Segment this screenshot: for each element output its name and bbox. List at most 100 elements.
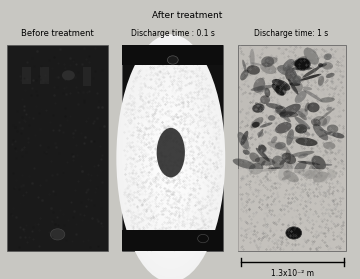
Ellipse shape bbox=[318, 63, 323, 67]
Ellipse shape bbox=[264, 88, 270, 97]
Ellipse shape bbox=[298, 153, 308, 158]
Ellipse shape bbox=[272, 156, 284, 169]
Ellipse shape bbox=[118, 39, 223, 278]
Ellipse shape bbox=[287, 64, 292, 68]
Ellipse shape bbox=[275, 108, 291, 122]
Ellipse shape bbox=[152, 116, 189, 200]
Ellipse shape bbox=[156, 125, 185, 192]
Text: Before treatment: Before treatment bbox=[21, 29, 94, 38]
Ellipse shape bbox=[311, 156, 326, 170]
Ellipse shape bbox=[243, 150, 250, 155]
Ellipse shape bbox=[153, 118, 188, 198]
Ellipse shape bbox=[290, 74, 300, 85]
Ellipse shape bbox=[164, 143, 177, 173]
Ellipse shape bbox=[275, 85, 287, 96]
Circle shape bbox=[198, 234, 208, 243]
Ellipse shape bbox=[132, 70, 210, 246]
Ellipse shape bbox=[166, 148, 175, 169]
Ellipse shape bbox=[303, 89, 323, 102]
Ellipse shape bbox=[275, 79, 289, 89]
Ellipse shape bbox=[294, 116, 310, 129]
Ellipse shape bbox=[277, 65, 296, 76]
Ellipse shape bbox=[285, 149, 291, 163]
Ellipse shape bbox=[249, 163, 263, 175]
Bar bbox=[238, 45, 346, 251]
Ellipse shape bbox=[139, 87, 202, 230]
Circle shape bbox=[167, 56, 178, 64]
Ellipse shape bbox=[322, 62, 333, 70]
Ellipse shape bbox=[297, 59, 303, 68]
Ellipse shape bbox=[261, 167, 280, 172]
Ellipse shape bbox=[272, 84, 284, 95]
Ellipse shape bbox=[170, 156, 172, 160]
Ellipse shape bbox=[258, 145, 266, 152]
Text: Discharge time: 1 s: Discharge time: 1 s bbox=[255, 29, 329, 38]
Bar bbox=[7, 45, 108, 251]
Ellipse shape bbox=[261, 56, 274, 67]
Ellipse shape bbox=[135, 76, 207, 240]
Ellipse shape bbox=[267, 141, 288, 151]
Ellipse shape bbox=[119, 41, 222, 276]
Ellipse shape bbox=[168, 152, 174, 165]
Ellipse shape bbox=[120, 43, 221, 274]
Ellipse shape bbox=[253, 78, 265, 93]
Ellipse shape bbox=[288, 79, 298, 95]
Ellipse shape bbox=[255, 157, 275, 166]
Ellipse shape bbox=[283, 59, 294, 71]
Ellipse shape bbox=[242, 60, 247, 72]
Ellipse shape bbox=[251, 117, 264, 128]
Ellipse shape bbox=[240, 69, 249, 80]
Ellipse shape bbox=[293, 75, 302, 85]
Ellipse shape bbox=[313, 124, 328, 141]
Ellipse shape bbox=[159, 131, 183, 186]
Text: After treatment: After treatment bbox=[152, 11, 222, 20]
Ellipse shape bbox=[249, 152, 260, 162]
Ellipse shape bbox=[286, 129, 294, 145]
Bar bbox=[22, 67, 31, 84]
Ellipse shape bbox=[155, 122, 186, 194]
Ellipse shape bbox=[298, 56, 307, 62]
Ellipse shape bbox=[318, 76, 324, 86]
Ellipse shape bbox=[326, 73, 334, 78]
Ellipse shape bbox=[291, 151, 314, 157]
Ellipse shape bbox=[323, 142, 336, 150]
Ellipse shape bbox=[157, 128, 185, 177]
Ellipse shape bbox=[146, 102, 196, 215]
Bar bbox=[122, 45, 223, 251]
Ellipse shape bbox=[160, 133, 182, 183]
Ellipse shape bbox=[318, 108, 335, 121]
Ellipse shape bbox=[302, 66, 320, 78]
Ellipse shape bbox=[261, 151, 270, 161]
Ellipse shape bbox=[282, 153, 296, 164]
Ellipse shape bbox=[292, 73, 297, 77]
Ellipse shape bbox=[242, 135, 249, 141]
Ellipse shape bbox=[265, 57, 278, 64]
Ellipse shape bbox=[150, 112, 191, 205]
Ellipse shape bbox=[282, 174, 293, 180]
Ellipse shape bbox=[261, 160, 266, 167]
Ellipse shape bbox=[252, 104, 265, 113]
Ellipse shape bbox=[291, 60, 301, 65]
Ellipse shape bbox=[136, 78, 206, 238]
Ellipse shape bbox=[130, 66, 211, 251]
Ellipse shape bbox=[138, 83, 204, 234]
Ellipse shape bbox=[305, 102, 310, 112]
Ellipse shape bbox=[279, 111, 298, 117]
Ellipse shape bbox=[275, 142, 286, 149]
Ellipse shape bbox=[133, 72, 208, 244]
Ellipse shape bbox=[124, 51, 218, 265]
Ellipse shape bbox=[278, 162, 293, 181]
Bar bbox=[122, 45, 223, 65]
Ellipse shape bbox=[272, 79, 291, 91]
Ellipse shape bbox=[320, 174, 331, 183]
Ellipse shape bbox=[305, 161, 324, 168]
Ellipse shape bbox=[311, 119, 321, 126]
Ellipse shape bbox=[165, 146, 176, 171]
Ellipse shape bbox=[158, 129, 184, 187]
Bar bbox=[83, 67, 91, 86]
Ellipse shape bbox=[297, 169, 315, 177]
Ellipse shape bbox=[296, 138, 318, 146]
Ellipse shape bbox=[126, 55, 216, 261]
Ellipse shape bbox=[292, 66, 312, 70]
Ellipse shape bbox=[147, 104, 195, 213]
